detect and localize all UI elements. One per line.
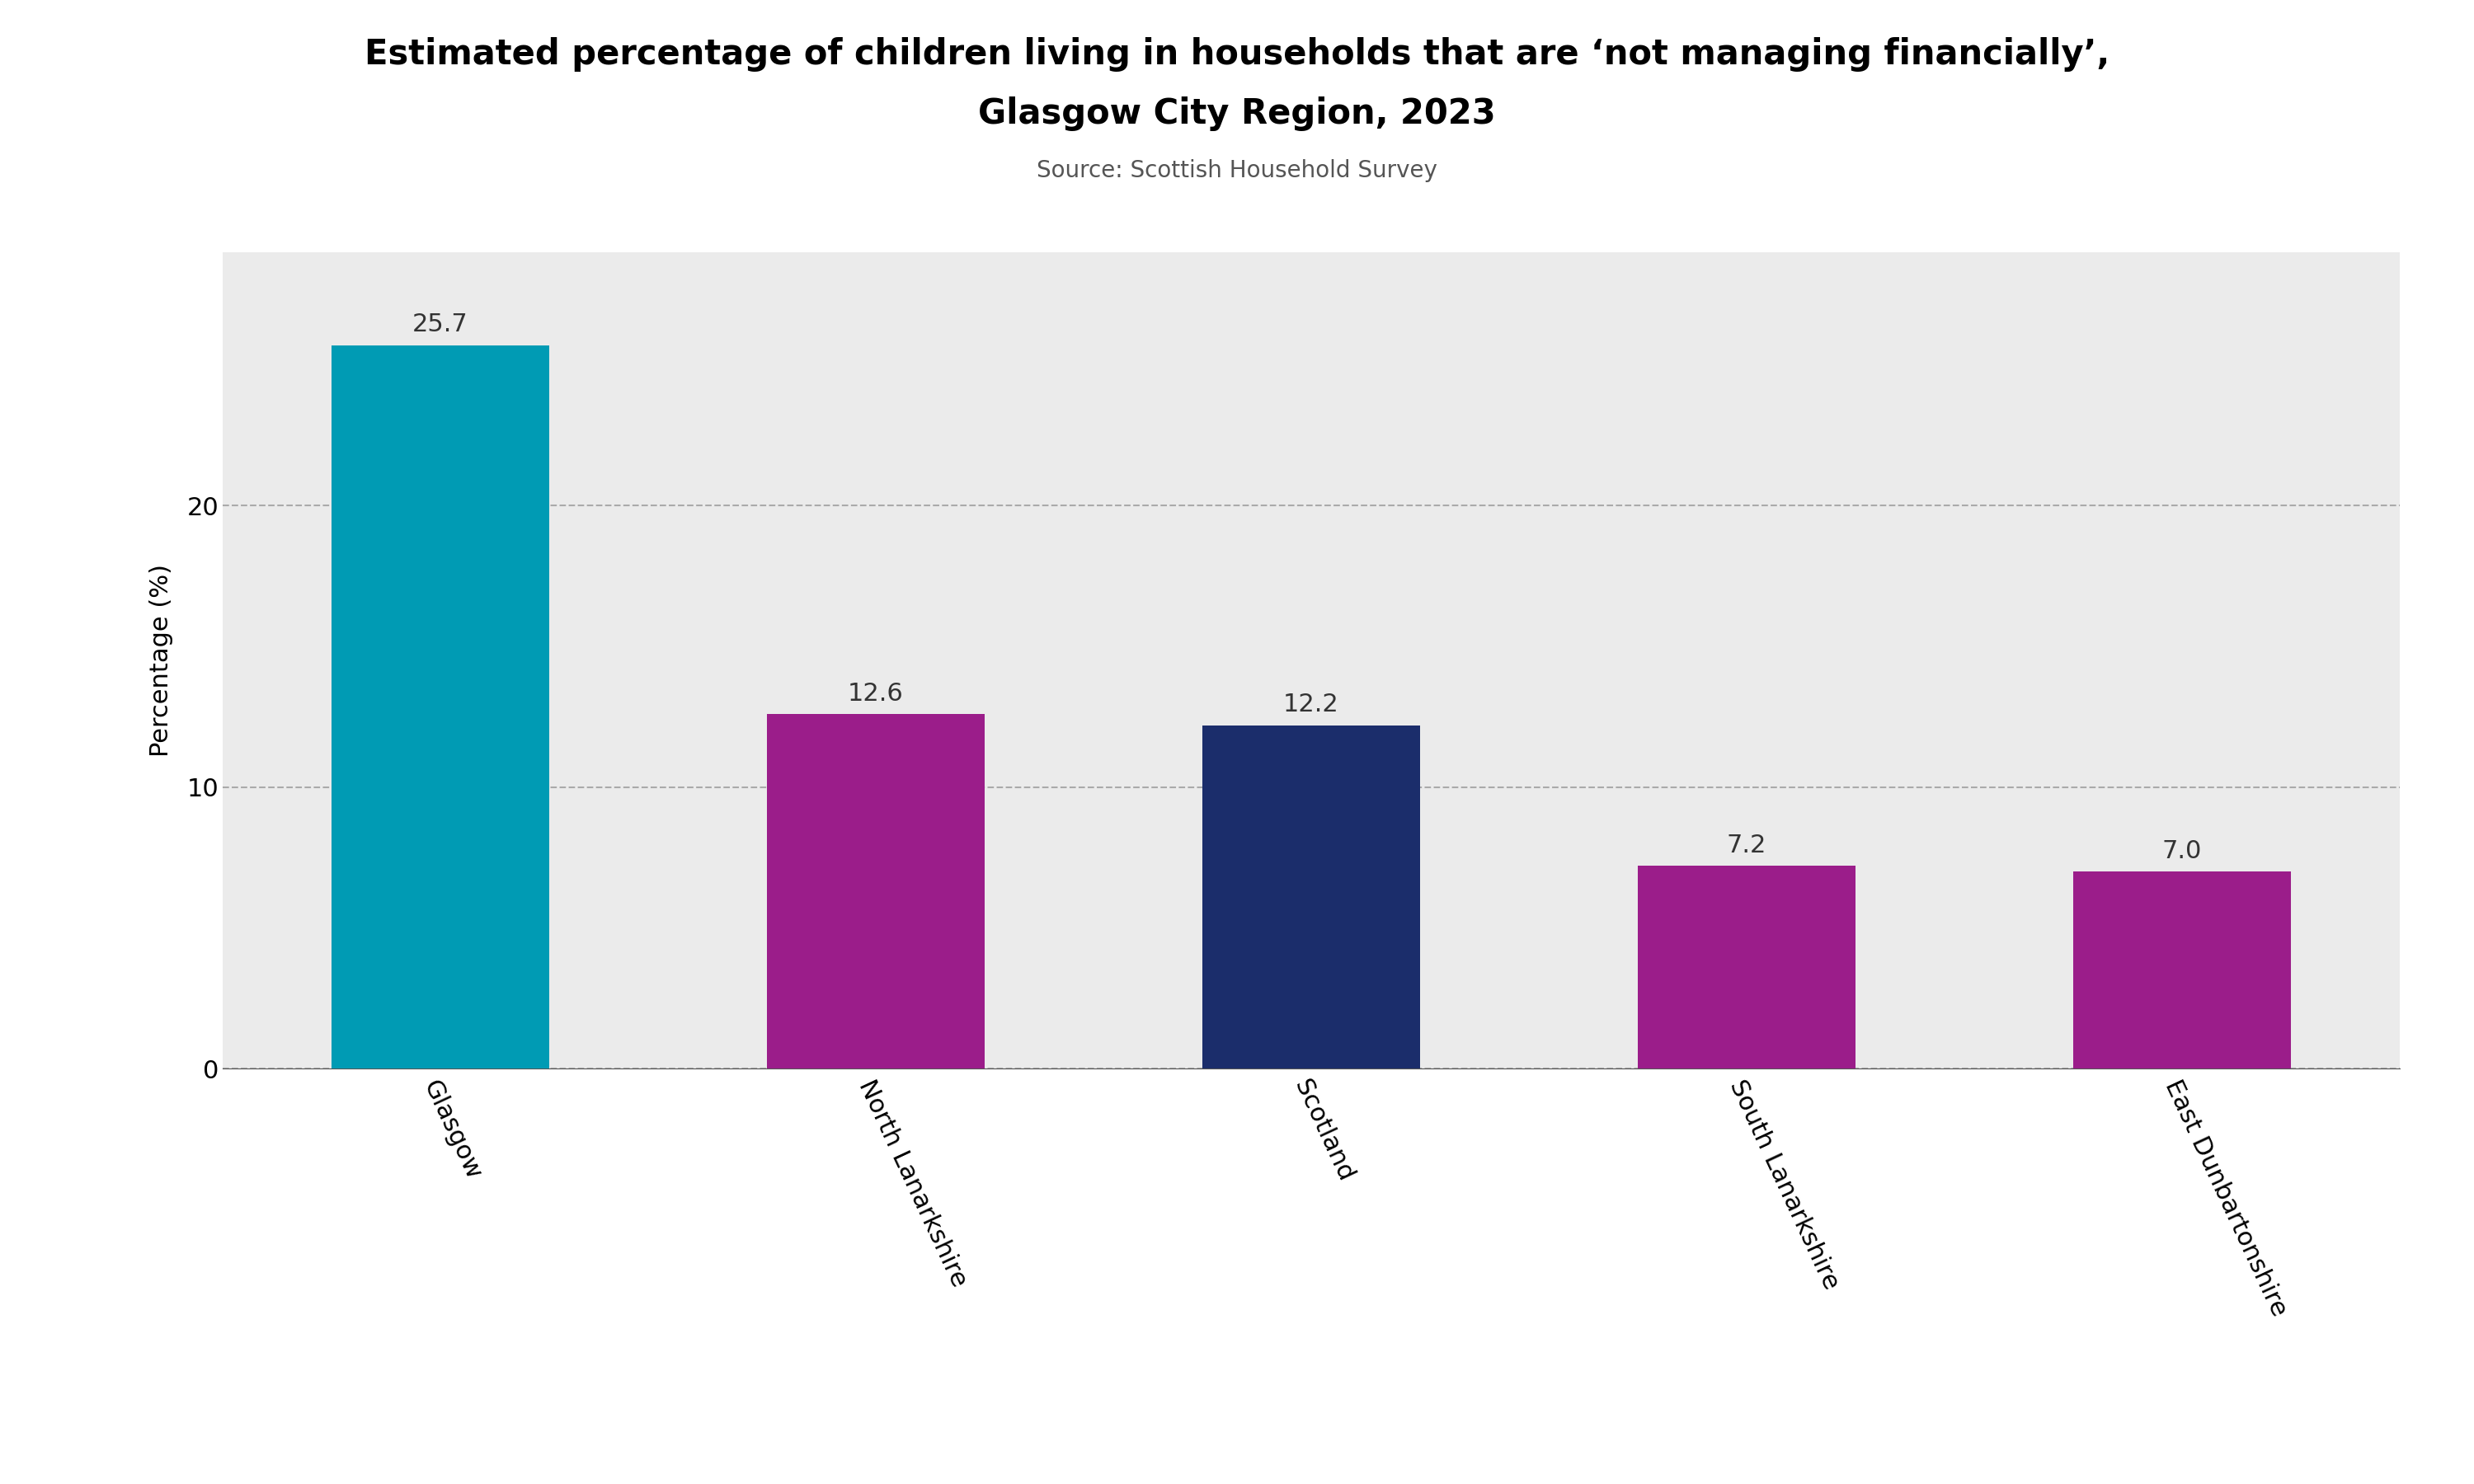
Text: 12.2: 12.2 — [1284, 693, 1338, 717]
Text: Glasgow City Region, 2023: Glasgow City Region, 2023 — [977, 96, 1497, 131]
Text: 7.2: 7.2 — [1727, 834, 1766, 858]
Text: Estimated percentage of children living in households that are ‘not managing fin: Estimated percentage of children living … — [364, 37, 2110, 71]
Bar — [767, 714, 985, 1068]
Bar — [2073, 871, 2291, 1068]
Bar — [1202, 726, 1420, 1068]
Text: 12.6: 12.6 — [849, 681, 903, 705]
Bar — [1638, 865, 1856, 1068]
Y-axis label: Percentage (%): Percentage (%) — [148, 564, 173, 757]
Bar — [332, 346, 549, 1068]
Text: 7.0: 7.0 — [2162, 838, 2202, 864]
Text: 25.7: 25.7 — [413, 313, 468, 337]
Text: Source: Scottish Household Survey: Source: Scottish Household Survey — [1037, 159, 1437, 183]
